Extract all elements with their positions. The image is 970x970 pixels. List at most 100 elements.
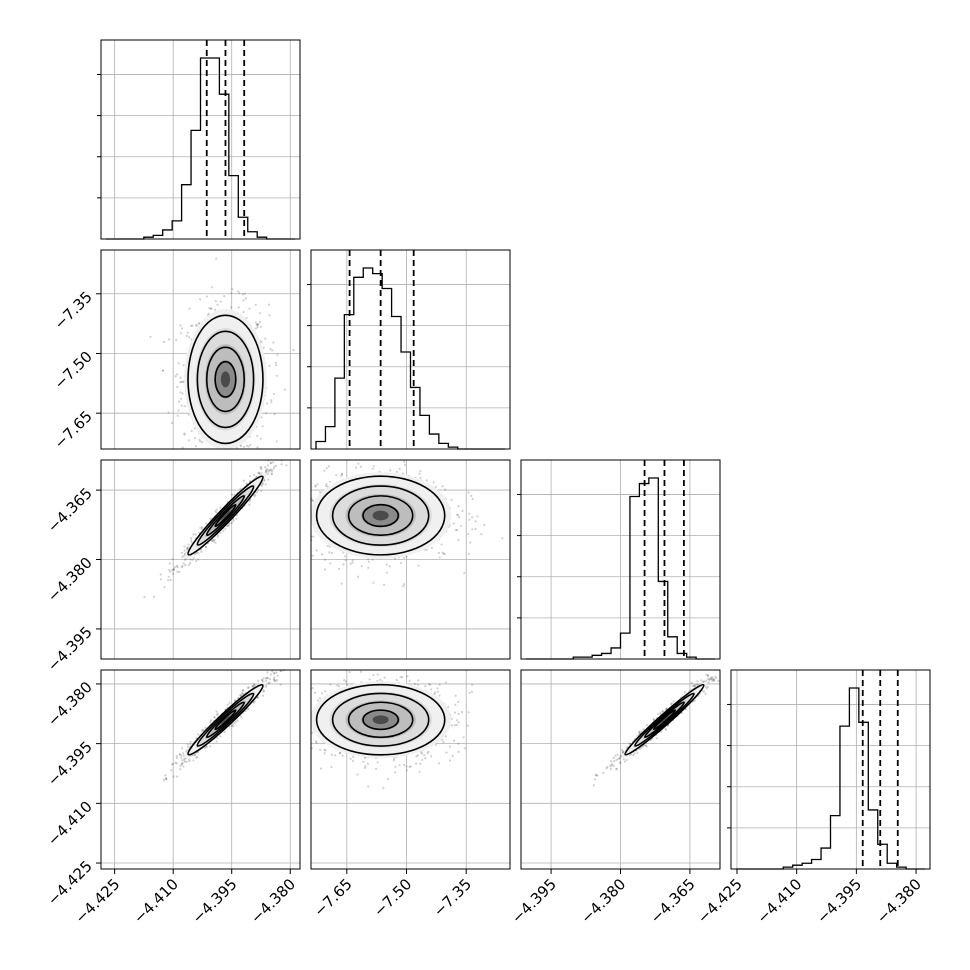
scatter-point: [266, 676, 269, 680]
scatter-point: [606, 765, 609, 769]
scatter-point: [255, 323, 258, 326]
scatter-point: [176, 414, 179, 417]
scatter-point: [457, 721, 460, 724]
scatter-point: [394, 771, 397, 774]
scatter-point: [268, 314, 271, 317]
scatter-point: [625, 758, 629, 761]
scatter-point: [315, 549, 318, 552]
scatter-point: [201, 729, 204, 732]
scatter-point: [215, 740, 218, 743]
scatter-point: [191, 558, 194, 561]
scatter-point: [272, 467, 275, 470]
scatter-point: [252, 684, 255, 688]
scatter-point: [198, 438, 201, 441]
scatter-point: [343, 555, 346, 558]
scatter-point: [178, 753, 181, 756]
scatter-point: [314, 485, 317, 488]
scatter-point: [402, 763, 406, 767]
scatter-point: [240, 715, 243, 718]
scatter-point: [328, 545, 331, 548]
scatter-point: [179, 324, 182, 327]
scatter-point: [239, 694, 242, 697]
scatter-point: [403, 583, 406, 586]
scatter-point: [171, 762, 175, 766]
scatter-point: [199, 440, 202, 443]
scatter-point: [210, 307, 213, 310]
scatter-point: [445, 751, 448, 754]
scatter-point: [450, 717, 453, 720]
scatter-point: [457, 712, 460, 716]
scatter-point: [324, 690, 327, 693]
scatter-point: [264, 677, 267, 680]
scatter-point: [262, 689, 265, 692]
scatter-point: [176, 775, 179, 778]
scatter-point: [259, 325, 262, 328]
scatter-point: [204, 726, 207, 729]
scatter-point: [292, 348, 295, 352]
scatter-point: [394, 557, 397, 560]
scatter-point: [195, 324, 198, 327]
scatter-point: [450, 724, 453, 727]
scatter-point: [328, 551, 331, 554]
scatter-point: [457, 514, 460, 517]
scatter-point: [424, 757, 427, 760]
scatter-point: [210, 286, 213, 289]
scatter-point: [430, 755, 433, 758]
scatter-point: [181, 392, 184, 395]
scatter-point: [453, 724, 456, 727]
scatter-point: [605, 767, 608, 770]
scatter-point: [454, 694, 457, 697]
scatter-point: [460, 711, 464, 714]
scatter-point: [476, 515, 479, 518]
scatter-point: [256, 323, 260, 326]
scatter-point: [371, 467, 374, 470]
scatter-point: [183, 545, 186, 548]
scatter-point: [226, 525, 229, 528]
scatter-point: [149, 335, 152, 338]
scatter-point: [180, 762, 183, 766]
scatter-point: [210, 539, 213, 543]
scatter-point: [398, 764, 401, 767]
scatter-point: [694, 684, 697, 687]
scatter-point: [349, 757, 352, 761]
scatter-point: [207, 312, 210, 315]
scatter-point: [616, 753, 619, 756]
scatter-point: [418, 770, 421, 773]
scatter-point: [215, 713, 218, 717]
scatter-point: [274, 464, 278, 467]
scatter-point: [230, 306, 233, 309]
scatter-point: [319, 748, 322, 751]
scatter-point: [186, 546, 189, 549]
scatter-point: [223, 295, 226, 298]
scatter-point: [372, 581, 375, 584]
scatter-point: [269, 348, 272, 351]
scatter-point: [329, 562, 332, 565]
scatter-point: [325, 467, 328, 470]
scatter-point: [164, 774, 167, 777]
scatter-point: [187, 439, 191, 442]
scatter-point: [467, 552, 470, 555]
scatter-point: [173, 566, 177, 569]
scatter-point: [338, 685, 341, 688]
scatter-point: [275, 440, 278, 443]
scatter-point: [179, 376, 182, 379]
scatter-point: [280, 670, 283, 673]
scatter-point: [249, 443, 252, 446]
scatter-point: [323, 752, 326, 755]
scatter-point: [181, 759, 184, 762]
scatter-point: [179, 764, 182, 768]
scatter-point: [233, 699, 236, 702]
scatter-point: [260, 416, 263, 419]
scatter-point: [183, 549, 186, 552]
scatter-point: [189, 558, 192, 561]
scatter-point: [400, 561, 403, 565]
scatter-point: [351, 759, 354, 763]
scatter-point: [258, 472, 261, 475]
scatter-point: [364, 765, 367, 768]
scatter-point: [177, 409, 180, 412]
scatter-point: [248, 503, 251, 506]
scatter-point: [216, 712, 219, 715]
scatter-point: [367, 566, 370, 569]
scatter-point: [159, 578, 162, 581]
scatter-point: [251, 685, 254, 688]
